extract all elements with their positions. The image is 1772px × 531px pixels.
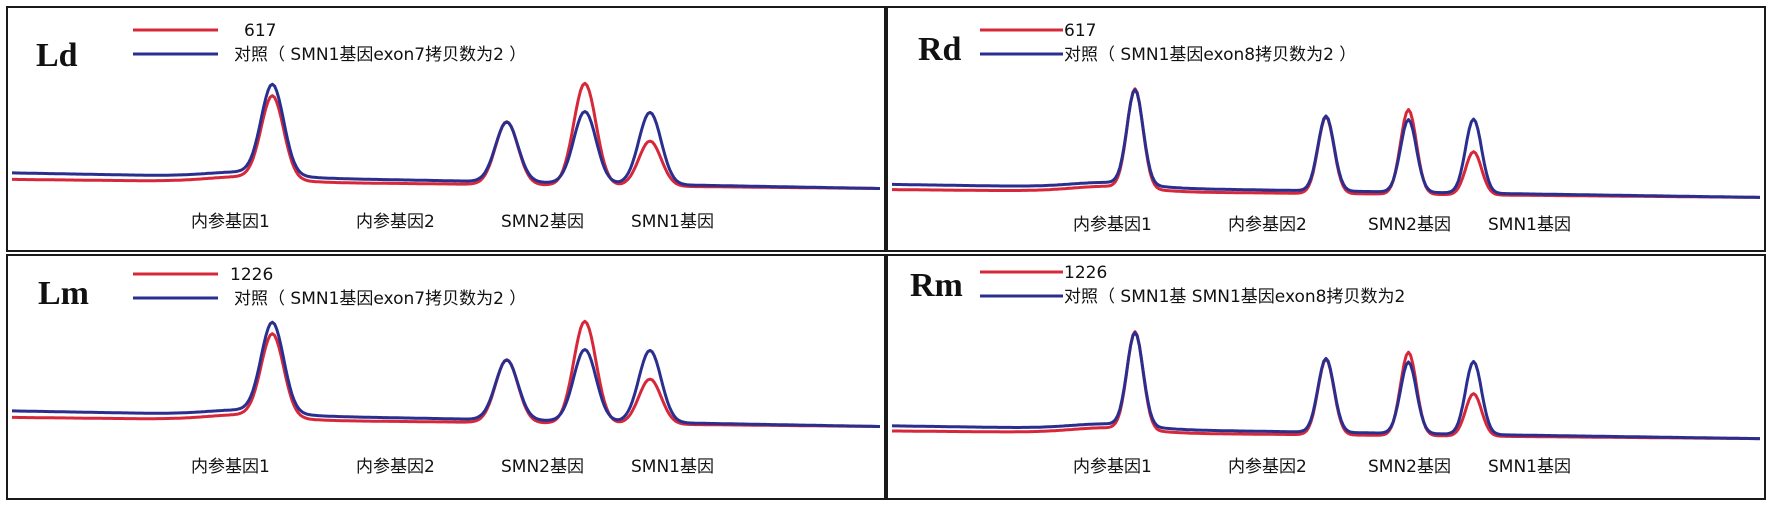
chart-ld: Ld 617 对照（ SMN1基因exon7拷贝数为2 ） 内参基因1 内参基因2 SMN… (12, 21, 880, 232)
series-line-control (892, 88, 1760, 199)
panel-lm: Lm 1226 对照（ SMN1基因exon7拷贝数为2 ） 内参基因1 内参基因2 SM… (6, 254, 886, 500)
panel-rm: Rm 1226 对照（ SMN1基 SMN1基因exon8拷贝数为2 内参基因1 内参基… (886, 254, 1766, 500)
peak-label: SMN2基因 (1368, 215, 1451, 235)
series-line-control (12, 82, 880, 190)
peak-label: 内参基因1 (1073, 215, 1152, 235)
peak-label: SMN1基因 (631, 457, 714, 477)
peak-label: SMN2基因 (501, 457, 584, 477)
series-line-sample (12, 319, 880, 428)
legend-label: 对照（ SMN1基 SMN1基因exon8拷贝数为2 (1064, 287, 1405, 307)
series-line-sample (892, 87, 1760, 199)
chart-lm: Lm 1226 对照（ SMN1基因exon7拷贝数为2 ） 内参基因1 内参基因2 SM… (12, 265, 880, 477)
legend-label: 617 (1064, 21, 1096, 41)
panel-label: Rd (918, 31, 962, 68)
legend-label: 1226 (230, 265, 273, 285)
peak-label: 内参基因2 (1228, 457, 1307, 477)
series-line-sample (892, 330, 1760, 441)
peak-label: SMN1基因 (1488, 215, 1571, 235)
chart-rd: Rd 617 对照（ SMN1基因exon8拷贝数为2 ） 内参基因1 内参基因2 SMN… (892, 21, 1760, 235)
panel-ld: Ld 617 对照（ SMN1基因exon7拷贝数为2 ） 内参基因1 内参基因2 SMN… (6, 6, 886, 252)
series-line-sample (12, 81, 880, 190)
series-line-control (12, 320, 880, 428)
legend-label: 617 (244, 21, 276, 41)
peak-label: 内参基因1 (1073, 457, 1152, 477)
peak-label: SMN1基因 (631, 212, 714, 232)
series-line-control (891, 331, 1760, 441)
peak-label: 内参基因1 (191, 212, 270, 232)
peak-label: 内参基因2 (356, 212, 435, 232)
legend-label: 对照（ SMN1基因exon8拷贝数为2 ） (1064, 45, 1356, 65)
peak-label: 内参基因1 (191, 457, 270, 477)
legend-label: 对照（ SMN1基因exon7拷贝数为2 ） (234, 45, 526, 65)
panel-label: Lm (38, 275, 89, 312)
chart-rm: Rm 1226 对照（ SMN1基 SMN1基因exon8拷贝数为2 内参基因1 内参基… (891, 263, 1760, 477)
peak-label: 内参基因2 (1228, 215, 1307, 235)
peak-label: 内参基因2 (356, 457, 435, 477)
peak-label: SMN2基因 (501, 212, 584, 232)
legend-label: 对照（ SMN1基因exon7拷贝数为2 ） (234, 289, 526, 309)
legend-label: 1226 (1064, 263, 1107, 283)
peak-label: SMN1基因 (1488, 457, 1571, 477)
panel-label: Ld (36, 37, 78, 74)
panel-label: Rm (910, 267, 963, 304)
peak-label: SMN2基因 (1368, 457, 1451, 477)
panel-rd: Rd 617 对照（ SMN1基因exon8拷贝数为2 ） 内参基因1 内参基因2 SMN… (886, 6, 1766, 252)
